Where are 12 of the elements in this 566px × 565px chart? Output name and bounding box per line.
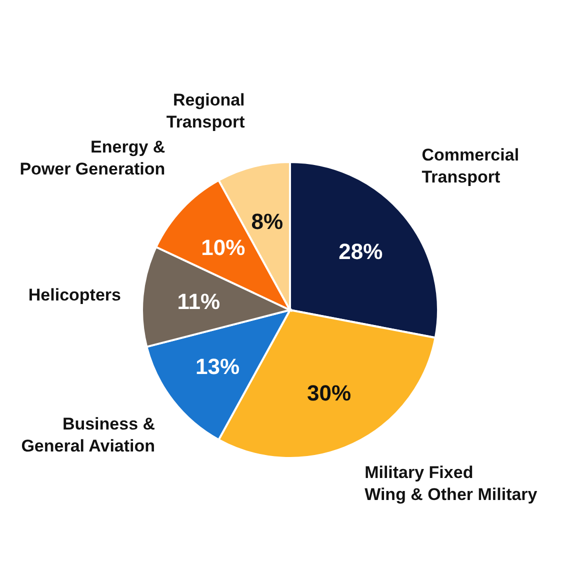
slice-label: Helicopters	[28, 285, 121, 304]
slice-label: Regional Transport	[166, 90, 246, 132]
slice-label: Commercial Transport	[422, 145, 520, 186]
slice-label: Business & General Aviation	[21, 414, 156, 456]
data-label: 8%	[251, 208, 284, 234]
data-label: 30%	[307, 380, 352, 406]
data-label: 13%	[195, 354, 240, 379]
data-label: 10%	[201, 234, 246, 260]
data-label: 28%	[338, 239, 383, 264]
slice-label: Military Fixed Wing & Other Military	[364, 462, 538, 504]
data-label: 11%	[177, 289, 220, 314]
slice-label: Energy & Power Generation	[20, 138, 166, 179]
